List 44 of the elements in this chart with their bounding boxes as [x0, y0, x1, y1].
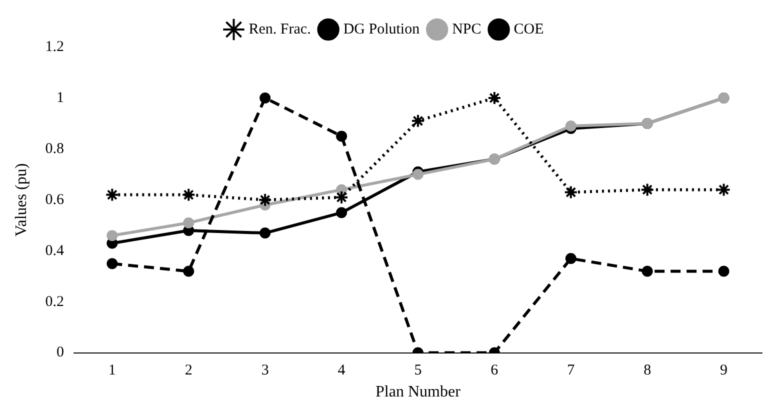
- x-tick-label: 9: [720, 362, 728, 379]
- point: [565, 253, 576, 264]
- legend-label: NPC: [452, 21, 482, 38]
- x-tick-label: 3: [261, 362, 269, 379]
- point: [260, 228, 271, 239]
- legend-label: DG Polution: [343, 21, 420, 38]
- y-tick-label: 0.6: [45, 192, 64, 208]
- point: [642, 266, 653, 277]
- y-tick-label: 0.8: [45, 140, 64, 157]
- point: [718, 266, 730, 277]
- point: [412, 168, 424, 180]
- x-tick-label: 4: [338, 362, 346, 379]
- point: [260, 92, 271, 104]
- x-tick-label: 7: [567, 362, 576, 379]
- x-tick-label: 1: [108, 362, 116, 379]
- point: [182, 188, 196, 202]
- x-tick-label: 2: [184, 362, 192, 379]
- point: [410, 114, 425, 128]
- x-tick-label: 8: [644, 362, 652, 379]
- point: [487, 90, 502, 105]
- point: [716, 182, 731, 197]
- point: [106, 230, 118, 242]
- x-axis-title: Plan Number: [376, 384, 462, 401]
- point: [183, 266, 194, 277]
- point: [258, 192, 272, 207]
- y-tick-label: 0.2: [45, 294, 64, 310]
- y-tick-label: 0.4: [45, 242, 64, 259]
- x-tick-label: 6: [490, 362, 499, 379]
- y-tick-label: 1.2: [45, 38, 64, 55]
- x-tick-label: 5: [414, 362, 422, 379]
- y-tick-label: 0: [56, 344, 64, 361]
- point: [334, 190, 349, 204]
- point: [565, 120, 576, 132]
- point: [183, 217, 194, 228]
- point: [336, 130, 348, 142]
- legend-label: COE: [514, 21, 544, 38]
- point: [564, 185, 578, 200]
- y-tick-label: 1: [56, 90, 64, 106]
- point: [106, 258, 118, 270]
- y-axis-title: Values (pu): [12, 163, 30, 237]
- legend-label: Ren. Frac.: [248, 21, 311, 38]
- point: [640, 182, 654, 197]
- point: [105, 188, 120, 202]
- point: [336, 207, 348, 218]
